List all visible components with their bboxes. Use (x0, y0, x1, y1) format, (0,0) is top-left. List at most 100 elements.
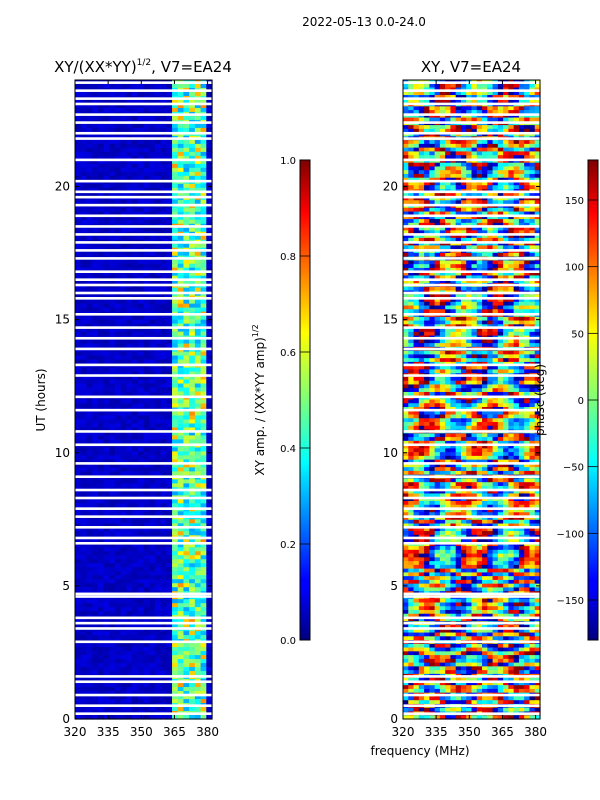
amplitude-heatmap-cell (80, 547, 88, 552)
amplitude-heatmap-cell (154, 663, 162, 668)
phase-heatmap-cell (418, 192, 425, 198)
amplitude-heatmap-cell (183, 319, 190, 325)
amplitude-heatmap-cell (80, 467, 88, 472)
amplitude-heatmap-cell (183, 671, 190, 676)
amplitude-heatmap-cell (114, 371, 122, 377)
phase-heatmap-cell (439, 113, 446, 119)
amplitude-heatmap-cell (177, 371, 185, 377)
phase-heatmap-cell (434, 125, 441, 130)
amplitude-heatmap-cell (194, 375, 202, 381)
phase-heatmap-cell (439, 91, 446, 96)
amplitude-heatmap-cell (120, 199, 127, 205)
amplitude-heatmap-cell (120, 155, 127, 161)
amplitude-heatmap-cell (194, 383, 202, 389)
amplitude-heatmap-cell (177, 383, 185, 389)
amplitude-heatmap-cell (194, 715, 202, 720)
phase-heatmap-cell (524, 125, 531, 130)
phase-heatmap-cell (492, 117, 499, 122)
amplitude-heatmap-cell (194, 459, 202, 464)
amplitude-heatmap-cell (126, 467, 133, 472)
amplitude-heatmap-cell (177, 563, 185, 568)
amplitude-heatmap-cell (132, 431, 139, 437)
amplitude-heatmap-cell (137, 567, 145, 572)
amplitude-heatmap-cell (194, 467, 202, 472)
phase-heatmap-cell (518, 226, 525, 231)
amplitude-heatmap-cell (120, 599, 127, 604)
amplitude-heatmap-cell (109, 663, 116, 668)
amp-cbar-label-main: XY amp. / (XX*YY amp) (253, 337, 267, 475)
amplitude-heatmap-cell (183, 99, 190, 105)
amplitude-y-tick-label: 10 (55, 446, 70, 460)
phase-heatmap-cell (518, 143, 525, 149)
amplitude-heatmap-cell (137, 459, 145, 464)
phase-heatmap-cell (497, 98, 504, 104)
amplitude-heatmap-cell (160, 271, 167, 277)
amplitude-heatmap-cell (149, 555, 156, 560)
amp-cbar-label-sup: 1/2 (251, 324, 260, 337)
amplitude-heatmap-cell (132, 103, 139, 109)
amplitude-heatmap-cell (86, 491, 93, 496)
phase-heatmap-cell (487, 226, 494, 231)
amplitude-heatmap-cell (194, 127, 202, 133)
phase-heatmap-cell (492, 222, 499, 228)
amplitude-heatmap-cell (143, 567, 150, 572)
amplitude-heatmap-cell (80, 555, 88, 560)
amplitude-heatmap-cell (160, 671, 167, 676)
phase-heatmap-cell (455, 196, 462, 201)
amplitude-heatmap-cell (86, 435, 93, 441)
amplitude-heatmap-cell (97, 471, 105, 476)
amplitude-heatmap-cell (189, 183, 196, 189)
phase-heatmap-cell (434, 211, 441, 216)
amplitude-flagged-row (75, 496, 212, 500)
amplitude-heatmap-cell (189, 187, 196, 193)
amplitude-heatmap-cell (132, 619, 139, 624)
amplitude-heatmap-cell (103, 423, 110, 429)
amplitude-heatmap-cell (172, 391, 179, 397)
amplitude-heatmap-cell (137, 423, 145, 429)
phase-heatmap-cell (408, 110, 415, 115)
amplitude-heatmap-cell (97, 219, 105, 225)
amplitude-heatmap-cell (206, 463, 213, 468)
amplitude-heatmap-cell (160, 331, 167, 337)
phase-heatmap-cell (513, 155, 520, 160)
phase-heatmap-cell (503, 222, 509, 228)
amplitude-heatmap-cell (154, 471, 162, 476)
amplitude-heatmap-cell (92, 707, 99, 712)
amplitude-heatmap-cell (143, 167, 150, 173)
amplitude-heatmap-cell (114, 451, 122, 457)
amplitude-heatmap-cell (200, 411, 207, 417)
phase-heatmap-cell (408, 147, 415, 153)
phase-heatmap-cell (487, 181, 494, 186)
amplitude-heatmap-cell (103, 523, 110, 528)
amplitude-axes-frame (74, 79, 213, 720)
amplitude-heatmap-cell (75, 423, 82, 429)
amplitude-heatmap-cell (86, 199, 93, 205)
amplitude-heatmap-cell (80, 599, 88, 604)
phase-heatmap-cell (418, 128, 425, 134)
amplitude-heatmap-cell (103, 175, 110, 181)
amplitude-heatmap-cell (154, 527, 162, 532)
phase-heatmap-cell (424, 83, 430, 89)
amplitude-heatmap-cell (172, 115, 179, 121)
amplitude-heatmap-cell (86, 635, 93, 640)
amplitude-heatmap-cell (206, 343, 213, 349)
phase-heatmap-cell (450, 170, 457, 175)
amplitude-heatmap-cell (200, 643, 207, 648)
phase-heatmap-cell (482, 98, 488, 104)
amplitude-heatmap-cell (86, 607, 93, 612)
amplitude-heatmap-cell (143, 199, 150, 205)
amplitude-heatmap-cell (206, 275, 213, 281)
amplitude-heatmap-cell (80, 551, 88, 556)
amplitude-heatmap-cell (75, 699, 82, 704)
amplitude-heatmap-cell (97, 479, 105, 484)
amplitude-heatmap-cell (194, 323, 202, 329)
amplitude-heatmap-cell (172, 183, 179, 189)
amplitude-heatmap-cell (160, 159, 167, 165)
amplitude-heatmap-cell (132, 187, 139, 193)
amplitude-heatmap-cell (200, 287, 207, 293)
amplitude-heatmap-cell (149, 575, 156, 580)
amplitude-heatmap-cell (143, 691, 150, 696)
amplitude-heatmap-cell (160, 555, 167, 560)
amplitude-heatmap-cell (166, 715, 173, 720)
amplitude-heatmap-cell (137, 571, 145, 576)
